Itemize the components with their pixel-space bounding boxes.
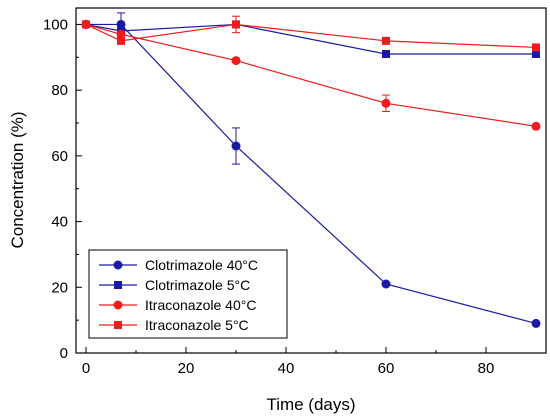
data-point <box>116 29 126 39</box>
series-layer <box>81 12 541 328</box>
legend-item: Itraconazole 5°C <box>99 317 249 333</box>
series-line <box>85 23 536 55</box>
y-tick-label: 80 <box>51 82 68 99</box>
x-tick-label: 0 <box>82 360 90 377</box>
legend-marker <box>113 260 123 270</box>
legend-marker <box>113 300 123 310</box>
y-tick-label: 20 <box>51 279 68 296</box>
legend-item: Clotrimazole 40°C <box>99 257 258 273</box>
data-point <box>82 20 90 29</box>
y-tick-label: 40 <box>51 214 68 231</box>
data-point <box>232 20 240 29</box>
x-axis-title: Time (days) <box>266 395 355 414</box>
data-point <box>116 19 126 29</box>
series-line <box>85 23 537 49</box>
x-tick-label: 80 <box>478 360 495 377</box>
legend-item: Itraconazole 40°C <box>99 297 256 313</box>
legend-label: Itraconazole 5°C <box>145 317 249 333</box>
data-point <box>531 121 541 131</box>
data-point <box>382 50 390 58</box>
legend-label: Clotrimazole 40°C <box>145 257 258 273</box>
data-point <box>117 36 125 45</box>
data-point <box>231 141 241 151</box>
x-tick-label: 20 <box>178 360 195 377</box>
legend-marker <box>114 281 122 289</box>
legend: Clotrimazole 40°C Clotrimazole 5°C Itracon… <box>88 249 288 339</box>
data-point <box>381 98 391 108</box>
y-axis-title: Concentration (%) <box>8 111 27 248</box>
data-point <box>532 50 540 58</box>
data-point <box>531 318 541 328</box>
series-1 <box>82 20 540 58</box>
y-tick-label: 100 <box>43 16 68 33</box>
axis-ticks: 0 20 40 60 80 0 20 40 60 80 100 <box>43 16 494 377</box>
data-point <box>532 43 540 52</box>
data-point <box>231 56 241 66</box>
legend-item: Clotrimazole 5°C <box>99 277 250 293</box>
data-point <box>381 279 391 289</box>
plot-frame <box>75 7 547 354</box>
data-point <box>382 36 390 45</box>
x-tick-label: 60 <box>378 360 395 377</box>
legend-label: Clotrimazole 5°C <box>145 277 250 293</box>
y-tick-label: 0 <box>60 345 68 362</box>
y-tick-label: 60 <box>51 148 68 165</box>
series-3 <box>82 15 540 52</box>
legend-marker <box>114 321 122 329</box>
legend-label: Itraconazole 40°C <box>145 297 256 313</box>
x-tick-label: 40 <box>278 360 295 377</box>
